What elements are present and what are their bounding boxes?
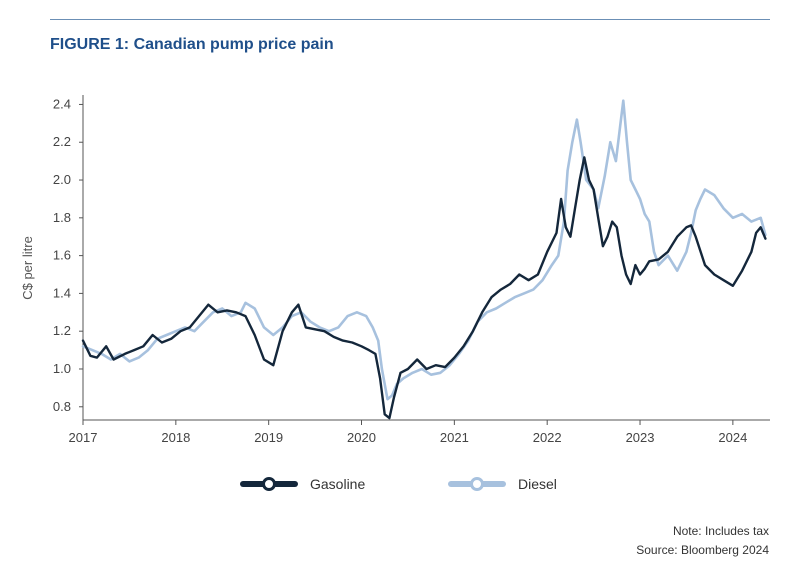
x-tick-label: 2018 [161,430,190,445]
x-tick-label: 2017 [69,430,98,445]
x-tick-label: 2022 [533,430,562,445]
note-text: Note: Includes tax [672,524,769,538]
legend-swatch-gasoline [240,474,298,494]
y-axis: 0.8 1.0 1.2 1.4 1.6 1.8 2.0 2.2 2.4 [53,95,84,420]
legend-swatch-diesel [448,474,506,494]
y-tick-label: 2.4 [53,96,71,111]
series-line-gasoline [81,156,767,420]
figure-number: FIGURE 1: [50,36,130,53]
y-tick-label: 1.2 [53,323,71,338]
y-axis-label: C$ per litre [20,236,35,300]
y-tick-label: 1.6 [53,248,71,263]
header-rule [50,19,770,20]
line-chart: 0.8 1.0 1.2 1.4 1.6 1.8 2.0 2.2 2.4 2017 2018 2019… [20,95,770,445]
source-text: Source: Bloomberg 2024 [636,543,769,557]
y-tick-label: 1.0 [53,361,71,376]
figure-title-text: Canadian pump price pain [133,36,334,53]
legend: Gasoline [240,472,365,496]
figure-title: FIGURE 1: Canadian pump price pain [50,36,334,54]
x-tick-label: 2023 [626,430,655,445]
x-tick-label: 2020 [347,430,376,445]
x-tick-label: 2024 [718,430,747,445]
series-line-diesel [81,99,767,401]
legend-label-gasoline: Gasoline [310,476,366,492]
y-tick-label: 1.4 [53,285,71,300]
y-tick-label: 1.8 [53,210,71,225]
y-tick-label: 2.0 [53,172,71,187]
y-tick-label: 2.2 [53,134,71,149]
x-tick-label: 2019 [254,430,283,445]
y-tick-label: 0.8 [53,399,71,414]
series-lines [81,99,767,420]
legend-diesel: Diesel [448,472,557,496]
legend-label-diesel: Diesel [518,476,557,492]
x-tick-label: 2021 [440,430,469,445]
x-axis: 2017 2018 2019 2020 2021 2022 2023 2024 [69,419,770,445]
